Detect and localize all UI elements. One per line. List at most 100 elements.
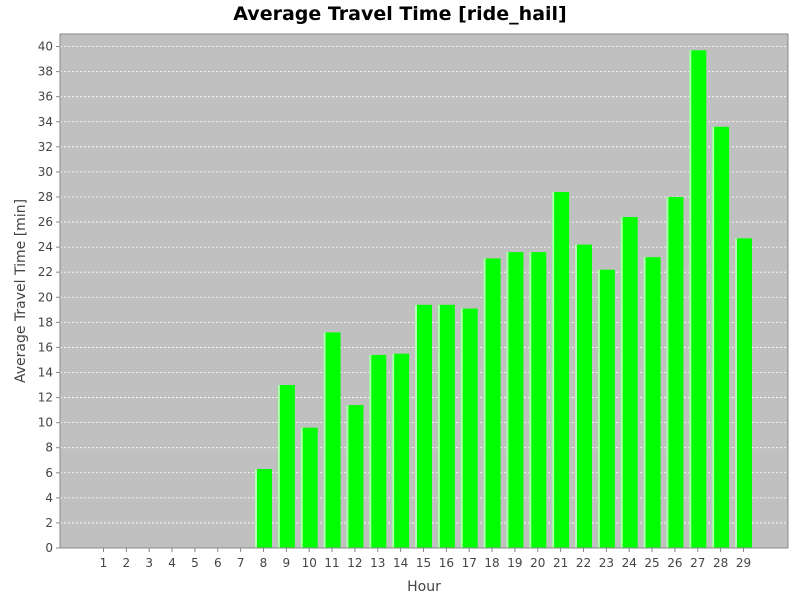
x-tick-label: 6 — [214, 556, 222, 570]
bar — [300, 427, 318, 548]
y-tick-label: 26 — [38, 215, 53, 229]
bar-highlight — [300, 427, 303, 548]
y-tick-label: 12 — [38, 391, 53, 405]
y-tick-label: 38 — [38, 65, 53, 79]
bar — [643, 257, 661, 548]
y-tick-label: 4 — [45, 491, 53, 505]
x-tick-label: 27 — [690, 556, 705, 570]
bar — [460, 308, 478, 548]
bar-highlight — [506, 252, 509, 548]
bars — [255, 50, 752, 549]
bar-highlight — [323, 332, 326, 548]
x-tick-label: 18 — [484, 556, 499, 570]
x-tick-label: 14 — [393, 556, 408, 570]
x-tick-label: 11 — [324, 556, 339, 570]
bar — [415, 304, 432, 548]
y-tick-label: 14 — [38, 365, 53, 379]
bar — [689, 50, 707, 549]
bar — [483, 258, 501, 548]
x-tick-label: 5 — [191, 556, 199, 570]
x-tick-label: 20 — [530, 556, 545, 570]
y-tick-label: 18 — [38, 315, 53, 329]
bar — [620, 217, 638, 548]
bar-highlight — [735, 238, 737, 548]
y-tick-label: 34 — [38, 115, 53, 129]
chart-title: Average Travel Time [ride_hail] — [233, 3, 566, 25]
x-tick-label: 16 — [439, 556, 454, 570]
y-tick-label: 10 — [38, 416, 53, 430]
x-tick-label: 7 — [237, 556, 245, 570]
bar-highlight — [460, 308, 463, 548]
bar-highlight — [689, 50, 692, 549]
bar — [437, 304, 455, 548]
x-tick-label: 9 — [283, 556, 291, 570]
y-axis-label: Average Travel Time [min] — [13, 199, 29, 383]
bar — [575, 244, 592, 549]
y-tick-label: 8 — [45, 441, 53, 455]
x-tick-label: 24 — [622, 556, 637, 570]
bar — [506, 252, 524, 548]
x-tick-label: 12 — [347, 556, 362, 570]
bar-highlight — [529, 252, 532, 548]
y-tick-label: 40 — [38, 40, 53, 54]
bar — [552, 191, 570, 548]
bar-highlight — [597, 269, 600, 548]
bar — [369, 354, 387, 548]
x-axis-label: Hour — [407, 579, 441, 595]
y-tick-label: 36 — [38, 90, 53, 104]
x-tick-label: 23 — [599, 556, 614, 570]
y-tick-label: 2 — [45, 516, 53, 530]
x-tick-label: 17 — [462, 556, 477, 570]
y-tick-label: 28 — [38, 190, 53, 204]
bar — [666, 196, 684, 548]
bar-highlight — [666, 196, 669, 548]
x-tick-label: 1 — [100, 556, 108, 570]
bar — [392, 353, 410, 548]
x-tick-label: 3 — [145, 556, 153, 570]
bar — [346, 405, 364, 548]
bar — [529, 252, 547, 548]
bar — [277, 385, 295, 548]
y-tick-label: 32 — [38, 140, 53, 154]
bar-highlight — [643, 257, 646, 548]
x-tick-label: 10 — [302, 556, 317, 570]
y-tick-label: 20 — [38, 290, 53, 304]
x-tick-label: 21 — [553, 556, 568, 570]
bar — [712, 126, 730, 549]
bar-highlight — [346, 405, 349, 548]
x-tick-label: 4 — [168, 556, 176, 570]
x-tick-label: 25 — [644, 556, 659, 570]
bar-highlight — [575, 244, 577, 549]
bar-highlight — [369, 354, 372, 548]
y-tick-label: 0 — [45, 541, 53, 555]
bar-highlight — [415, 304, 417, 548]
x-tick-label: 22 — [576, 556, 591, 570]
y-tick-label: 6 — [45, 466, 53, 480]
x-tick-label: 19 — [507, 556, 522, 570]
bar — [735, 238, 752, 548]
x-tick-label: 26 — [667, 556, 682, 570]
x-tick-label: 13 — [370, 556, 385, 570]
bar-highlight — [255, 469, 257, 548]
x-tick-label: 28 — [713, 556, 728, 570]
bar-highlight — [277, 385, 280, 548]
y-tick-label: 30 — [38, 165, 53, 179]
x-tick-label: 15 — [416, 556, 431, 570]
x-tick-labels: 1 2 3 4 5 6 7 8 9 10 11 12 13 14 15 16 17 18 19 20 21 22 23 24 2… — [100, 548, 751, 570]
bar-highlight — [483, 258, 486, 548]
y-tick-label: 22 — [38, 265, 53, 279]
y-tick-label: 24 — [38, 240, 53, 254]
bar-highlight — [437, 304, 440, 548]
x-tick-label: 2 — [123, 556, 131, 570]
bar-highlight — [712, 126, 715, 549]
y-tick-label: 16 — [38, 340, 53, 354]
bar-highlight — [392, 353, 395, 548]
x-tick-label: 29 — [736, 556, 751, 570]
bar — [323, 332, 341, 548]
bar-highlight — [552, 191, 555, 548]
bar — [255, 469, 272, 548]
x-tick-label: 8 — [260, 556, 268, 570]
